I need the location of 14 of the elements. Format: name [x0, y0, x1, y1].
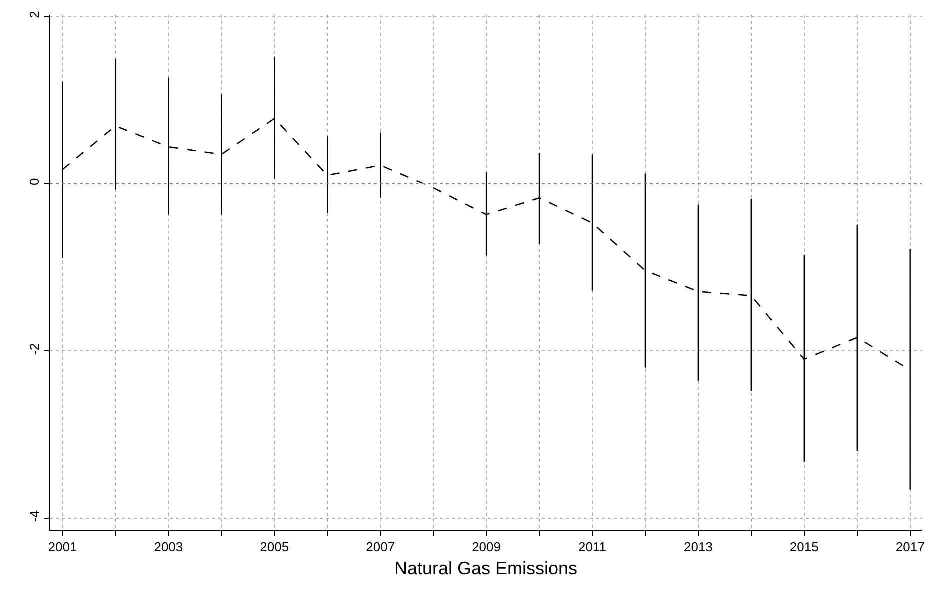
x-tick-label: 2003 [154, 540, 184, 555]
x-tick-label: 2005 [260, 540, 290, 555]
x-axis-title: Natural Gas Emissions [394, 558, 578, 579]
x-tick-label: 2011 [578, 540, 606, 555]
y-tick-label: -4 [26, 510, 42, 522]
x-tick-label: 2001 [48, 540, 78, 555]
x-tick-label: 2013 [684, 540, 713, 555]
x-tick-label: 2007 [366, 540, 396, 555]
y-tick-label: -2 [26, 343, 42, 355]
x-tick-label: 2015 [790, 540, 819, 555]
y-tick-label: 0 [26, 178, 42, 186]
x-tick-label: 2009 [472, 540, 501, 555]
x-tick-label: 2017 [896, 540, 925, 555]
y-tick-label: 2 [26, 11, 42, 18]
